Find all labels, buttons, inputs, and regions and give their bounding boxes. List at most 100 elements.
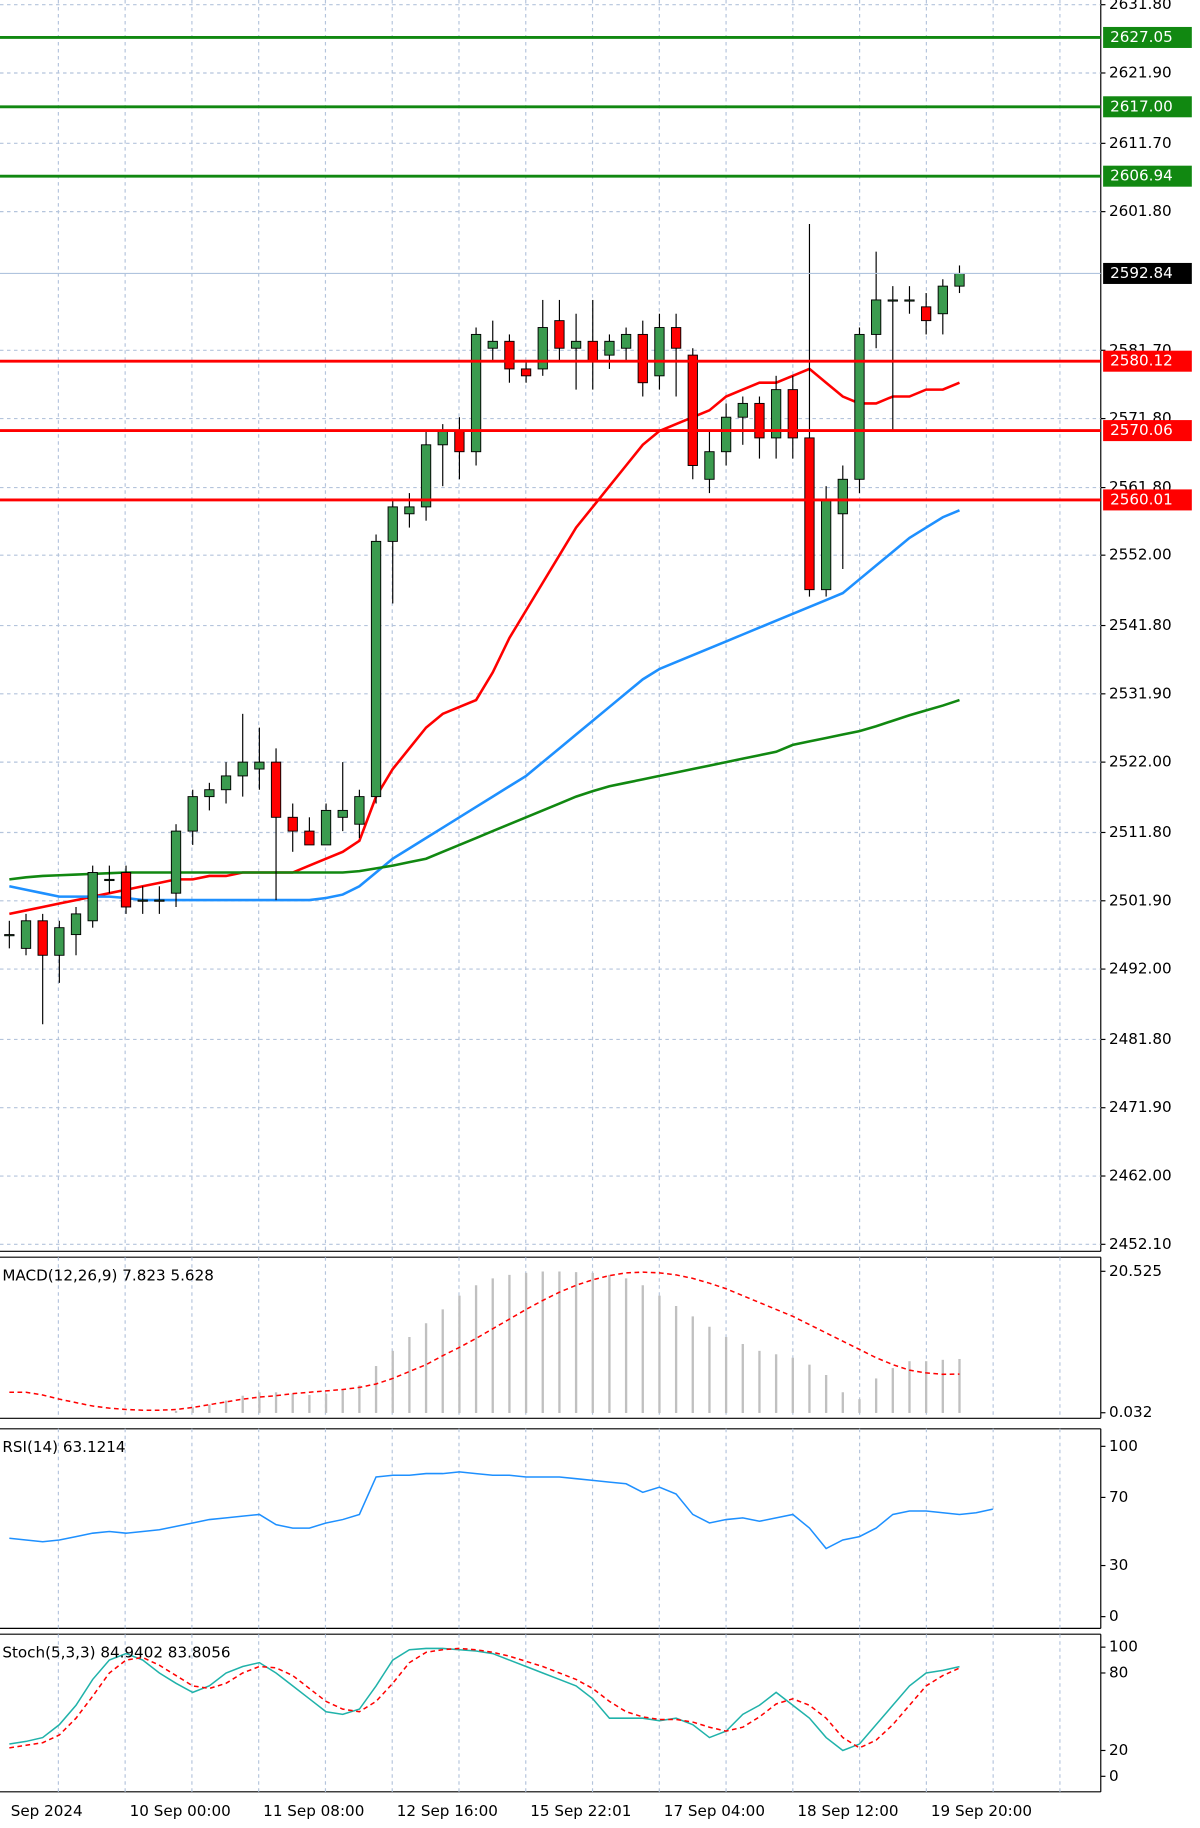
candle-body [387,506,398,542]
candle-body [620,333,632,349]
candle-body [337,809,348,818]
candle-body [20,920,32,949]
level-tag [1103,489,1192,511]
level-tag [1103,96,1192,118]
candle-body [87,872,98,922]
y-tick-label: 80 [1109,1663,1128,1681]
candle-body [354,796,365,825]
indicator-line [9,1271,960,1411]
candle-body [37,920,48,956]
candle-body [454,430,465,453]
x-tick-label: 18 Sep 12:00 [797,1802,898,1820]
y-tick-label: 2501.90 [1109,891,1172,909]
candle-body [420,444,432,508]
candle-body [804,437,815,591]
y-tick-label: 100 [1109,1638,1138,1656]
x-tick-label: 19 Sep 20:00 [931,1802,1032,1820]
y-tick-label: 2511.80 [1109,823,1172,841]
candle-body [70,913,82,936]
candle-body [554,320,565,349]
level-tag-label: 2560.01 [1110,490,1173,508]
candle-body [520,368,532,377]
candle-body [404,506,415,515]
candle-body [370,540,382,798]
y-tick-label: 2621.90 [1109,63,1172,81]
candle-body [537,327,548,370]
candle-body [120,872,132,908]
y-tick-label: 20.525 [1109,1262,1162,1280]
level-tag-label: 2606.94 [1110,167,1173,185]
moving-average [9,698,960,881]
candle-body [887,299,898,302]
y-tick-label: 100 [1109,1437,1138,1455]
level-tag-label: 2617.00 [1110,97,1173,115]
x-tick-label: 15 Sep 22:01 [530,1802,631,1820]
candle-body [437,430,448,446]
candle-body [187,796,198,832]
candle-body [287,816,298,832]
indicator-title: RSI(14) 63.1214 [2,1438,125,1456]
y-tick-label: 0 [1109,1767,1119,1785]
indicator-title: MACD(12,26,9) 7.823 5.628 [2,1266,214,1284]
candle-body [487,340,498,349]
indicator-title: Stoch(5,3,3) 84.9402 83.8056 [2,1643,230,1661]
y-tick-label: 0 [1109,1607,1119,1625]
y-tick-label: 2471.90 [1109,1098,1172,1116]
y-tick-label: 20 [1109,1741,1128,1759]
candle-body [204,789,215,798]
candle-body [704,451,715,480]
candle-body [770,389,782,439]
candle-body [787,389,798,439]
candle-body [854,333,865,480]
candle-body [504,340,515,370]
candle-body [820,499,832,591]
candle-body [4,934,15,937]
y-tick-label: 2531.90 [1109,684,1172,702]
y-tick-label: 2631.80 [1109,0,1172,13]
level-tag-label: 2570.06 [1110,421,1173,439]
y-tick-label: 2541.80 [1109,616,1172,634]
moving-average [9,367,960,916]
candle-body [720,416,732,453]
price-tag [1103,262,1192,284]
y-tick-label: 2481.80 [1109,1030,1172,1048]
price-tag-label: 2592.84 [1110,264,1173,282]
candle-body [254,761,265,770]
candle-body [154,899,165,902]
candle-body [837,478,848,515]
candle-body [104,878,115,882]
candle-body [687,354,698,466]
candle-body [320,809,332,846]
level-tag [1103,350,1192,372]
y-tick-label: 2492.00 [1109,960,1172,978]
candle-body [871,299,882,335]
candle-body [670,327,682,349]
x-tick-label: 17 Sep 04:00 [664,1802,765,1820]
y-tick-label: 2462.00 [1109,1167,1172,1185]
x-tick-label: Sep 2024 [11,1802,83,1820]
candle-body [470,333,482,453]
level-tag [1103,26,1192,48]
indicator-line [9,1471,993,1550]
level-tag-label: 2580.12 [1110,352,1173,370]
x-tick-label: 11 Sep 08:00 [263,1802,364,1820]
y-tick-label: 2452.10 [1109,1235,1172,1253]
candle-body [921,306,932,322]
candle-body [587,340,598,363]
level-tag [1103,165,1192,187]
candle-body [570,340,582,349]
candle-body [170,830,182,894]
candle-body [637,333,648,384]
y-tick-label: 2522.00 [1109,753,1172,771]
indicator-line [9,1647,960,1752]
y-tick-label: 2601.80 [1109,202,1172,220]
level-tag [1103,420,1192,442]
indicator-line [9,1647,960,1749]
level-tag-label: 2627.05 [1110,28,1173,46]
candle-body [220,775,232,791]
y-tick-label: 30 [1109,1556,1128,1574]
x-tick-label: 10 Sep 00:00 [130,1802,231,1820]
x-tick-label: 12 Sep 16:00 [397,1802,498,1820]
